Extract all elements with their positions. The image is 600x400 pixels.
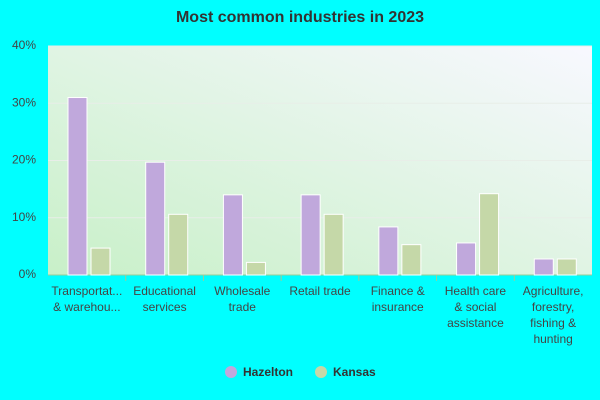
bar bbox=[168, 213, 189, 276]
y-tick-label: 10% bbox=[12, 210, 36, 224]
bar bbox=[378, 226, 399, 276]
x-tick-label: Transportat... bbox=[51, 284, 122, 298]
x-tick-label: Wholesale bbox=[214, 284, 270, 298]
x-tick-label: trade bbox=[229, 300, 257, 314]
bar bbox=[456, 242, 477, 276]
x-tick-label: Educational bbox=[133, 284, 196, 298]
bar bbox=[67, 97, 88, 276]
x-tick-label: Finance & bbox=[371, 284, 425, 298]
bar bbox=[90, 247, 111, 276]
bar bbox=[401, 244, 422, 276]
x-tick-label: Retail trade bbox=[289, 284, 351, 298]
x-tick-label: & social bbox=[454, 300, 496, 314]
x-tick-label: hunting bbox=[533, 332, 572, 346]
y-tick-label: 20% bbox=[12, 153, 36, 167]
bar bbox=[556, 258, 577, 276]
legend-label: Kansas bbox=[333, 365, 376, 379]
bar bbox=[145, 161, 166, 276]
bar bbox=[479, 193, 500, 276]
legend-swatch bbox=[225, 366, 237, 378]
bar bbox=[222, 194, 243, 276]
x-tick-label: forestry, bbox=[532, 300, 574, 314]
x-tick-label: assistance bbox=[447, 316, 504, 330]
x-tick-label: Health care bbox=[445, 284, 507, 298]
y-tick-label: 30% bbox=[12, 95, 36, 109]
y-tick-label: 40% bbox=[12, 38, 36, 52]
bar bbox=[323, 213, 344, 276]
legend-swatch bbox=[315, 366, 327, 378]
x-tick-label: & warehou... bbox=[53, 300, 120, 314]
x-tick-label: fishing & bbox=[530, 316, 576, 330]
x-tick-label: Agriculture, bbox=[523, 284, 584, 298]
x-tick-label: insurance bbox=[372, 300, 424, 314]
legend-label: Hazelton bbox=[243, 365, 293, 379]
chart-title: Most common industries in 2023 bbox=[176, 9, 424, 26]
bar bbox=[245, 261, 266, 276]
y-tick-label: 0% bbox=[19, 267, 37, 281]
bar bbox=[533, 258, 554, 276]
x-tick-label: services bbox=[143, 300, 187, 314]
bar bbox=[300, 194, 321, 276]
